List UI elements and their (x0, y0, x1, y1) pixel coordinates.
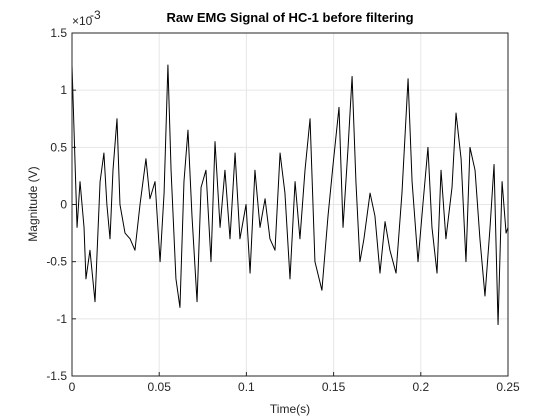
y-tick-label: -1.5 (46, 369, 67, 383)
axes-box (71, 32, 509, 377)
y-axis-label: Magnitude (V) (26, 166, 40, 241)
chart-title: Raw EMG Signal of HC-1 before filtering (166, 10, 413, 25)
x-tick-label: 0.1 (238, 380, 255, 394)
y-tick-label: -1 (56, 312, 67, 326)
y-tick-label: 0.5 (50, 140, 67, 154)
x-axis-label: Time(s) (270, 402, 310, 416)
y-tick-label: 0 (60, 198, 67, 212)
signal-line (71, 64, 509, 326)
y-multiplier: ×10 (72, 14, 93, 28)
y-tick-label: 1 (60, 83, 67, 97)
x-tick-label: 0 (69, 380, 76, 394)
y-multiplier-exponent: -3 (90, 8, 101, 22)
x-tick-label: 0.25 (496, 380, 520, 394)
y-tick-label: 1.5 (50, 26, 67, 40)
x-tick-label: 0.2 (412, 380, 429, 394)
y-tick-label: -0.5 (46, 255, 67, 269)
x-tick-label: 0.15 (322, 380, 346, 394)
x-tick-label: 0.05 (148, 380, 172, 394)
